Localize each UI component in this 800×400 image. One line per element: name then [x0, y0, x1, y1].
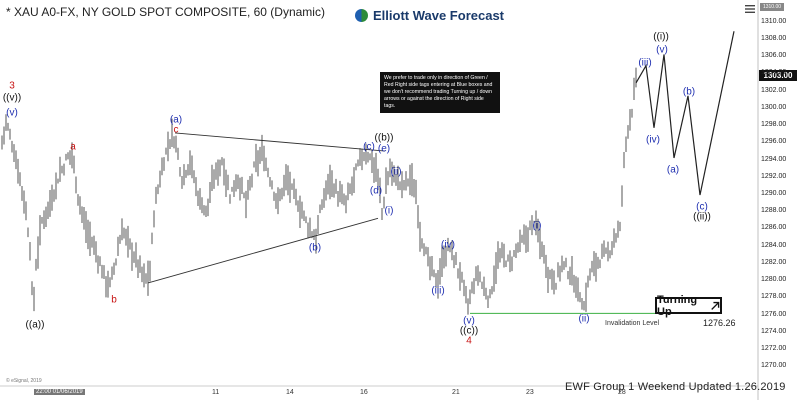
wave-label: (v)	[6, 107, 18, 119]
wave-label: (i)	[532, 220, 542, 232]
chart-title: * XAU A0-FX, NY GOLD SPOT COMPOSITE, 60 …	[6, 5, 325, 19]
wave-label: (iv)	[646, 134, 660, 146]
y-tick-label: 1304.00	[761, 69, 787, 77]
wave-label: (a)	[666, 164, 680, 176]
wave-label: (c)	[363, 141, 375, 153]
wave-label: ((a))	[25, 319, 45, 331]
wave-label: (ii)	[390, 166, 402, 178]
wave-label: ((c))	[459, 325, 479, 337]
y-tick-label: 1270.00	[761, 362, 787, 370]
wave-label: (iv)	[441, 239, 455, 251]
y-tick-label: 1284.00	[761, 241, 787, 249]
update-footer: EWF Group 1 Weekend Updated 1.26.2019	[565, 381, 786, 393]
y-tick-label: 1294.00	[761, 155, 787, 163]
wave-label: (b)	[682, 86, 696, 98]
wave-label: (i)	[384, 205, 394, 216]
y-tick-label: 1292.00	[761, 172, 787, 180]
invalidation-label: Invalidation Level	[605, 320, 660, 327]
wave-label: (iii)	[638, 57, 652, 69]
y-tick-label: 1306.00	[761, 52, 787, 60]
wave-label: (b)	[308, 242, 322, 254]
triangle-trendline	[147, 217, 379, 284]
wave-label: ((b))	[374, 132, 394, 144]
y-tick-label: 1276.00	[761, 310, 787, 318]
wave-label: 4	[466, 335, 472, 347]
turning-up-label: Turning Up	[657, 293, 698, 318]
copyright: © eSignal, 2019	[6, 378, 42, 384]
x-tick-label: 16	[360, 389, 368, 396]
wave-label: (iii)	[431, 285, 445, 297]
price-bars	[1, 67, 637, 315]
first-date-tag: 22:00 01/06/2019	[34, 389, 85, 395]
triangle-trendline	[174, 132, 386, 152]
y-tick-label: 1300.00	[761, 103, 787, 111]
last-price-tag: 1303.00	[759, 70, 797, 81]
ewf-logo-icon	[355, 9, 368, 22]
x-tick-label: 23	[526, 389, 534, 396]
wave-label: (a)	[169, 114, 183, 126]
wave-label: ((i))	[653, 31, 669, 43]
wave-label: (ii)	[578, 313, 590, 325]
y-tick-label: 1286.00	[761, 224, 787, 232]
wave-label: (e)	[377, 143, 391, 155]
projection-path	[635, 31, 735, 196]
y-tick-label: 1296.00	[761, 138, 787, 146]
y-tick-label: 1282.00	[761, 258, 787, 266]
menu-icon[interactable]	[745, 5, 755, 13]
y-tick-label: 1278.00	[761, 293, 787, 301]
wave-label: b	[111, 294, 117, 306]
wave-label: (c)	[696, 201, 708, 213]
top-price-tag: 1310.00	[760, 3, 784, 11]
y-tick-label: 1274.00	[761, 327, 787, 335]
brand-name: Elliott Wave Forecast	[373, 8, 504, 23]
wave-label: c	[173, 124, 179, 136]
wave-label: (v)	[463, 315, 475, 327]
y-tick-label: 1290.00	[761, 190, 787, 197]
x-tick-label: 21	[452, 389, 460, 396]
y-tick-label: 1310.00	[761, 17, 787, 25]
y-tick-label: 1280.00	[761, 276, 787, 284]
x-tick-label: 14	[286, 389, 294, 396]
y-tick-label: 1308.00	[761, 34, 787, 42]
wave-label: (d)	[369, 185, 383, 197]
projection-line	[635, 31, 735, 196]
arrow-up-right-icon	[710, 301, 719, 310]
y-tick-label: 1288.00	[761, 207, 787, 215]
invalidation-value: 1276.26	[703, 318, 736, 328]
y-tick-label: 1302.00	[761, 86, 787, 94]
wave-label: ((v))	[2, 92, 22, 104]
wave-label: a	[70, 141, 76, 153]
x-tick-label: 28	[618, 389, 626, 396]
trading-note: We prefer to trade only in direction of …	[380, 72, 500, 113]
wave-label: ((ii))	[693, 211, 711, 223]
turning-up-badge: Turning Up	[655, 294, 722, 318]
brand: Elliott Wave Forecast	[355, 8, 504, 23]
wave-label: 3	[9, 80, 15, 92]
wave-label: (v)	[656, 44, 668, 56]
x-tick-label: 11	[212, 389, 220, 396]
y-tick-label: 1298.00	[761, 121, 787, 129]
y-tick-label: 1272.00	[761, 345, 787, 353]
triangle-lines	[147, 132, 386, 284]
